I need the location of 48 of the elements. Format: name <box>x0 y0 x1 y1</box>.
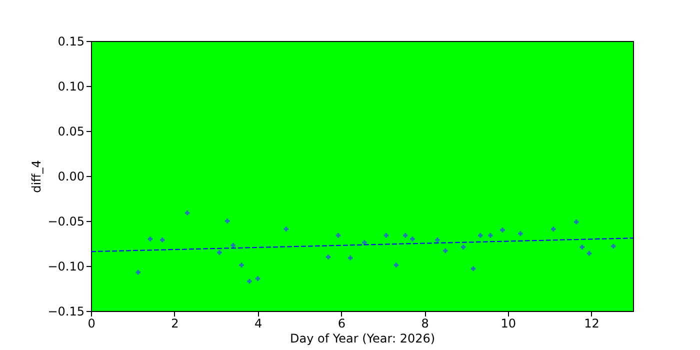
point <box>488 233 493 238</box>
x-tick-label: 8 <box>421 316 429 330</box>
point <box>384 233 389 238</box>
point <box>580 244 584 250</box>
y-tick-label: 0.05 <box>58 124 84 138</box>
y-tick-label: −0.10 <box>48 260 84 274</box>
point <box>326 254 331 260</box>
point <box>336 233 341 238</box>
x-tick-label: 10 <box>500 316 516 330</box>
point <box>247 278 252 284</box>
point <box>230 242 236 248</box>
point <box>518 231 523 236</box>
point <box>148 236 153 242</box>
x-tick-label: 4 <box>254 316 262 330</box>
x-tick-label: 12 <box>584 316 600 330</box>
point <box>470 266 476 272</box>
point <box>239 262 244 268</box>
point <box>224 218 230 224</box>
point <box>574 220 579 224</box>
point <box>348 256 353 260</box>
point <box>403 233 408 238</box>
y-axis-title: diff_4 <box>30 160 44 193</box>
x-tick-label: 2 <box>171 316 179 330</box>
point <box>611 244 616 249</box>
point <box>500 228 505 232</box>
point <box>460 244 466 250</box>
point <box>255 276 260 281</box>
point <box>410 236 415 242</box>
point <box>284 226 288 232</box>
y-tick-label: −0.05 <box>48 214 84 228</box>
x-axis-title: Day of Year (Year: 2026) <box>290 332 436 346</box>
point <box>435 238 440 242</box>
point <box>217 250 222 255</box>
y-tick-label: 0.10 <box>58 80 84 94</box>
point <box>184 210 190 216</box>
point <box>586 251 592 256</box>
point <box>362 240 367 245</box>
point <box>394 262 399 268</box>
x-tick-label: 0 <box>88 316 96 330</box>
y-tick-label: 0.15 <box>58 34 84 48</box>
point <box>551 226 556 232</box>
point <box>160 238 165 242</box>
point <box>443 248 448 254</box>
point <box>478 233 483 238</box>
y-tick-label: 0.00 <box>58 170 84 184</box>
y-tick-label: −0.15 <box>48 304 84 318</box>
x-tick-label: 6 <box>338 316 346 330</box>
point <box>136 270 140 275</box>
